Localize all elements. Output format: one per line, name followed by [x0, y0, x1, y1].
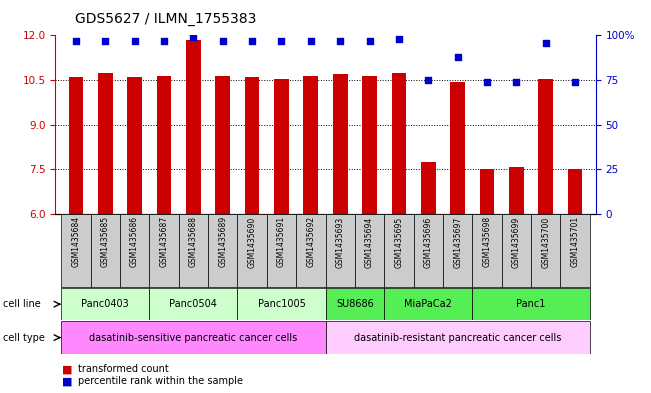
- Text: GSM1435691: GSM1435691: [277, 217, 286, 268]
- Text: ■: ■: [62, 376, 72, 386]
- Bar: [186, 40, 201, 214]
- Bar: [61, 214, 90, 287]
- Text: GSM1435684: GSM1435684: [72, 217, 80, 268]
- Bar: [238, 214, 267, 287]
- Point: [247, 38, 257, 44]
- Text: GSM1435695: GSM1435695: [395, 217, 404, 268]
- Bar: [538, 79, 553, 214]
- Text: GDS5627 / ILMN_1755383: GDS5627 / ILMN_1755383: [75, 11, 256, 26]
- Bar: [413, 214, 443, 287]
- Text: GSM1435701: GSM1435701: [571, 217, 579, 268]
- Bar: [473, 288, 590, 320]
- Point: [365, 38, 375, 44]
- Bar: [274, 79, 289, 214]
- Text: ■: ■: [62, 364, 72, 375]
- Text: GSM1435686: GSM1435686: [130, 217, 139, 268]
- Text: GSM1435687: GSM1435687: [159, 217, 169, 268]
- Bar: [391, 73, 406, 214]
- Bar: [267, 214, 296, 287]
- Bar: [326, 288, 384, 320]
- Bar: [296, 214, 326, 287]
- Point: [217, 38, 228, 44]
- Point: [71, 38, 81, 44]
- Text: Panc1005: Panc1005: [258, 299, 305, 309]
- Text: GSM1435698: GSM1435698: [482, 217, 492, 268]
- Bar: [98, 73, 113, 214]
- Text: GSM1435689: GSM1435689: [218, 217, 227, 268]
- Bar: [149, 214, 178, 287]
- Text: GSM1435694: GSM1435694: [365, 217, 374, 268]
- Text: GSM1435693: GSM1435693: [336, 217, 344, 268]
- Point: [452, 54, 463, 60]
- Text: GSM1435699: GSM1435699: [512, 217, 521, 268]
- Text: GSM1435700: GSM1435700: [541, 217, 550, 268]
- Point: [276, 38, 286, 44]
- Text: GSM1435685: GSM1435685: [101, 217, 110, 268]
- Point: [482, 79, 492, 85]
- Text: dasatinib-sensitive pancreatic cancer cells: dasatinib-sensitive pancreatic cancer ce…: [89, 332, 298, 343]
- Bar: [238, 288, 326, 320]
- Bar: [443, 214, 473, 287]
- Bar: [509, 167, 523, 214]
- Point: [540, 39, 551, 46]
- Bar: [120, 214, 149, 287]
- Text: GSM1435696: GSM1435696: [424, 217, 433, 268]
- Bar: [90, 214, 120, 287]
- Point: [100, 38, 111, 44]
- Bar: [303, 75, 318, 214]
- Bar: [208, 214, 238, 287]
- Bar: [157, 75, 171, 214]
- Bar: [421, 162, 436, 214]
- Text: GSM1435688: GSM1435688: [189, 217, 198, 267]
- Point: [511, 79, 521, 85]
- Text: transformed count: transformed count: [78, 364, 169, 375]
- Bar: [355, 214, 384, 287]
- Bar: [561, 214, 590, 287]
- Bar: [568, 169, 583, 214]
- Point: [394, 36, 404, 42]
- Text: percentile rank within the sample: percentile rank within the sample: [78, 376, 243, 386]
- Bar: [480, 169, 494, 214]
- Bar: [333, 74, 348, 214]
- Bar: [68, 77, 83, 214]
- Bar: [531, 214, 561, 287]
- Point: [305, 38, 316, 44]
- Text: GSM1435697: GSM1435697: [453, 217, 462, 268]
- Point: [570, 79, 580, 85]
- Bar: [61, 288, 149, 320]
- Point: [130, 38, 140, 44]
- Text: dasatinib-resistant pancreatic cancer cells: dasatinib-resistant pancreatic cancer ce…: [354, 332, 561, 343]
- Bar: [61, 321, 326, 354]
- Point: [335, 38, 346, 44]
- Point: [188, 34, 199, 40]
- Bar: [245, 77, 260, 214]
- Point: [159, 38, 169, 44]
- Point: [423, 77, 434, 83]
- Text: cell type: cell type: [3, 332, 45, 343]
- Bar: [178, 214, 208, 287]
- Bar: [326, 321, 590, 354]
- Bar: [384, 288, 473, 320]
- Text: GSM1435690: GSM1435690: [247, 217, 256, 268]
- Text: SU8686: SU8686: [336, 299, 374, 309]
- Text: cell line: cell line: [3, 299, 41, 309]
- Bar: [362, 75, 377, 214]
- Bar: [450, 82, 465, 214]
- Text: Panc0403: Panc0403: [81, 299, 129, 309]
- Bar: [215, 75, 230, 214]
- Bar: [326, 214, 355, 287]
- Bar: [384, 214, 413, 287]
- Text: MiaPaCa2: MiaPaCa2: [404, 299, 452, 309]
- Bar: [502, 214, 531, 287]
- Text: GSM1435692: GSM1435692: [307, 217, 315, 268]
- Bar: [128, 77, 142, 214]
- Bar: [473, 214, 502, 287]
- Bar: [149, 288, 238, 320]
- Text: Panc1: Panc1: [516, 299, 546, 309]
- Text: Panc0504: Panc0504: [169, 299, 217, 309]
